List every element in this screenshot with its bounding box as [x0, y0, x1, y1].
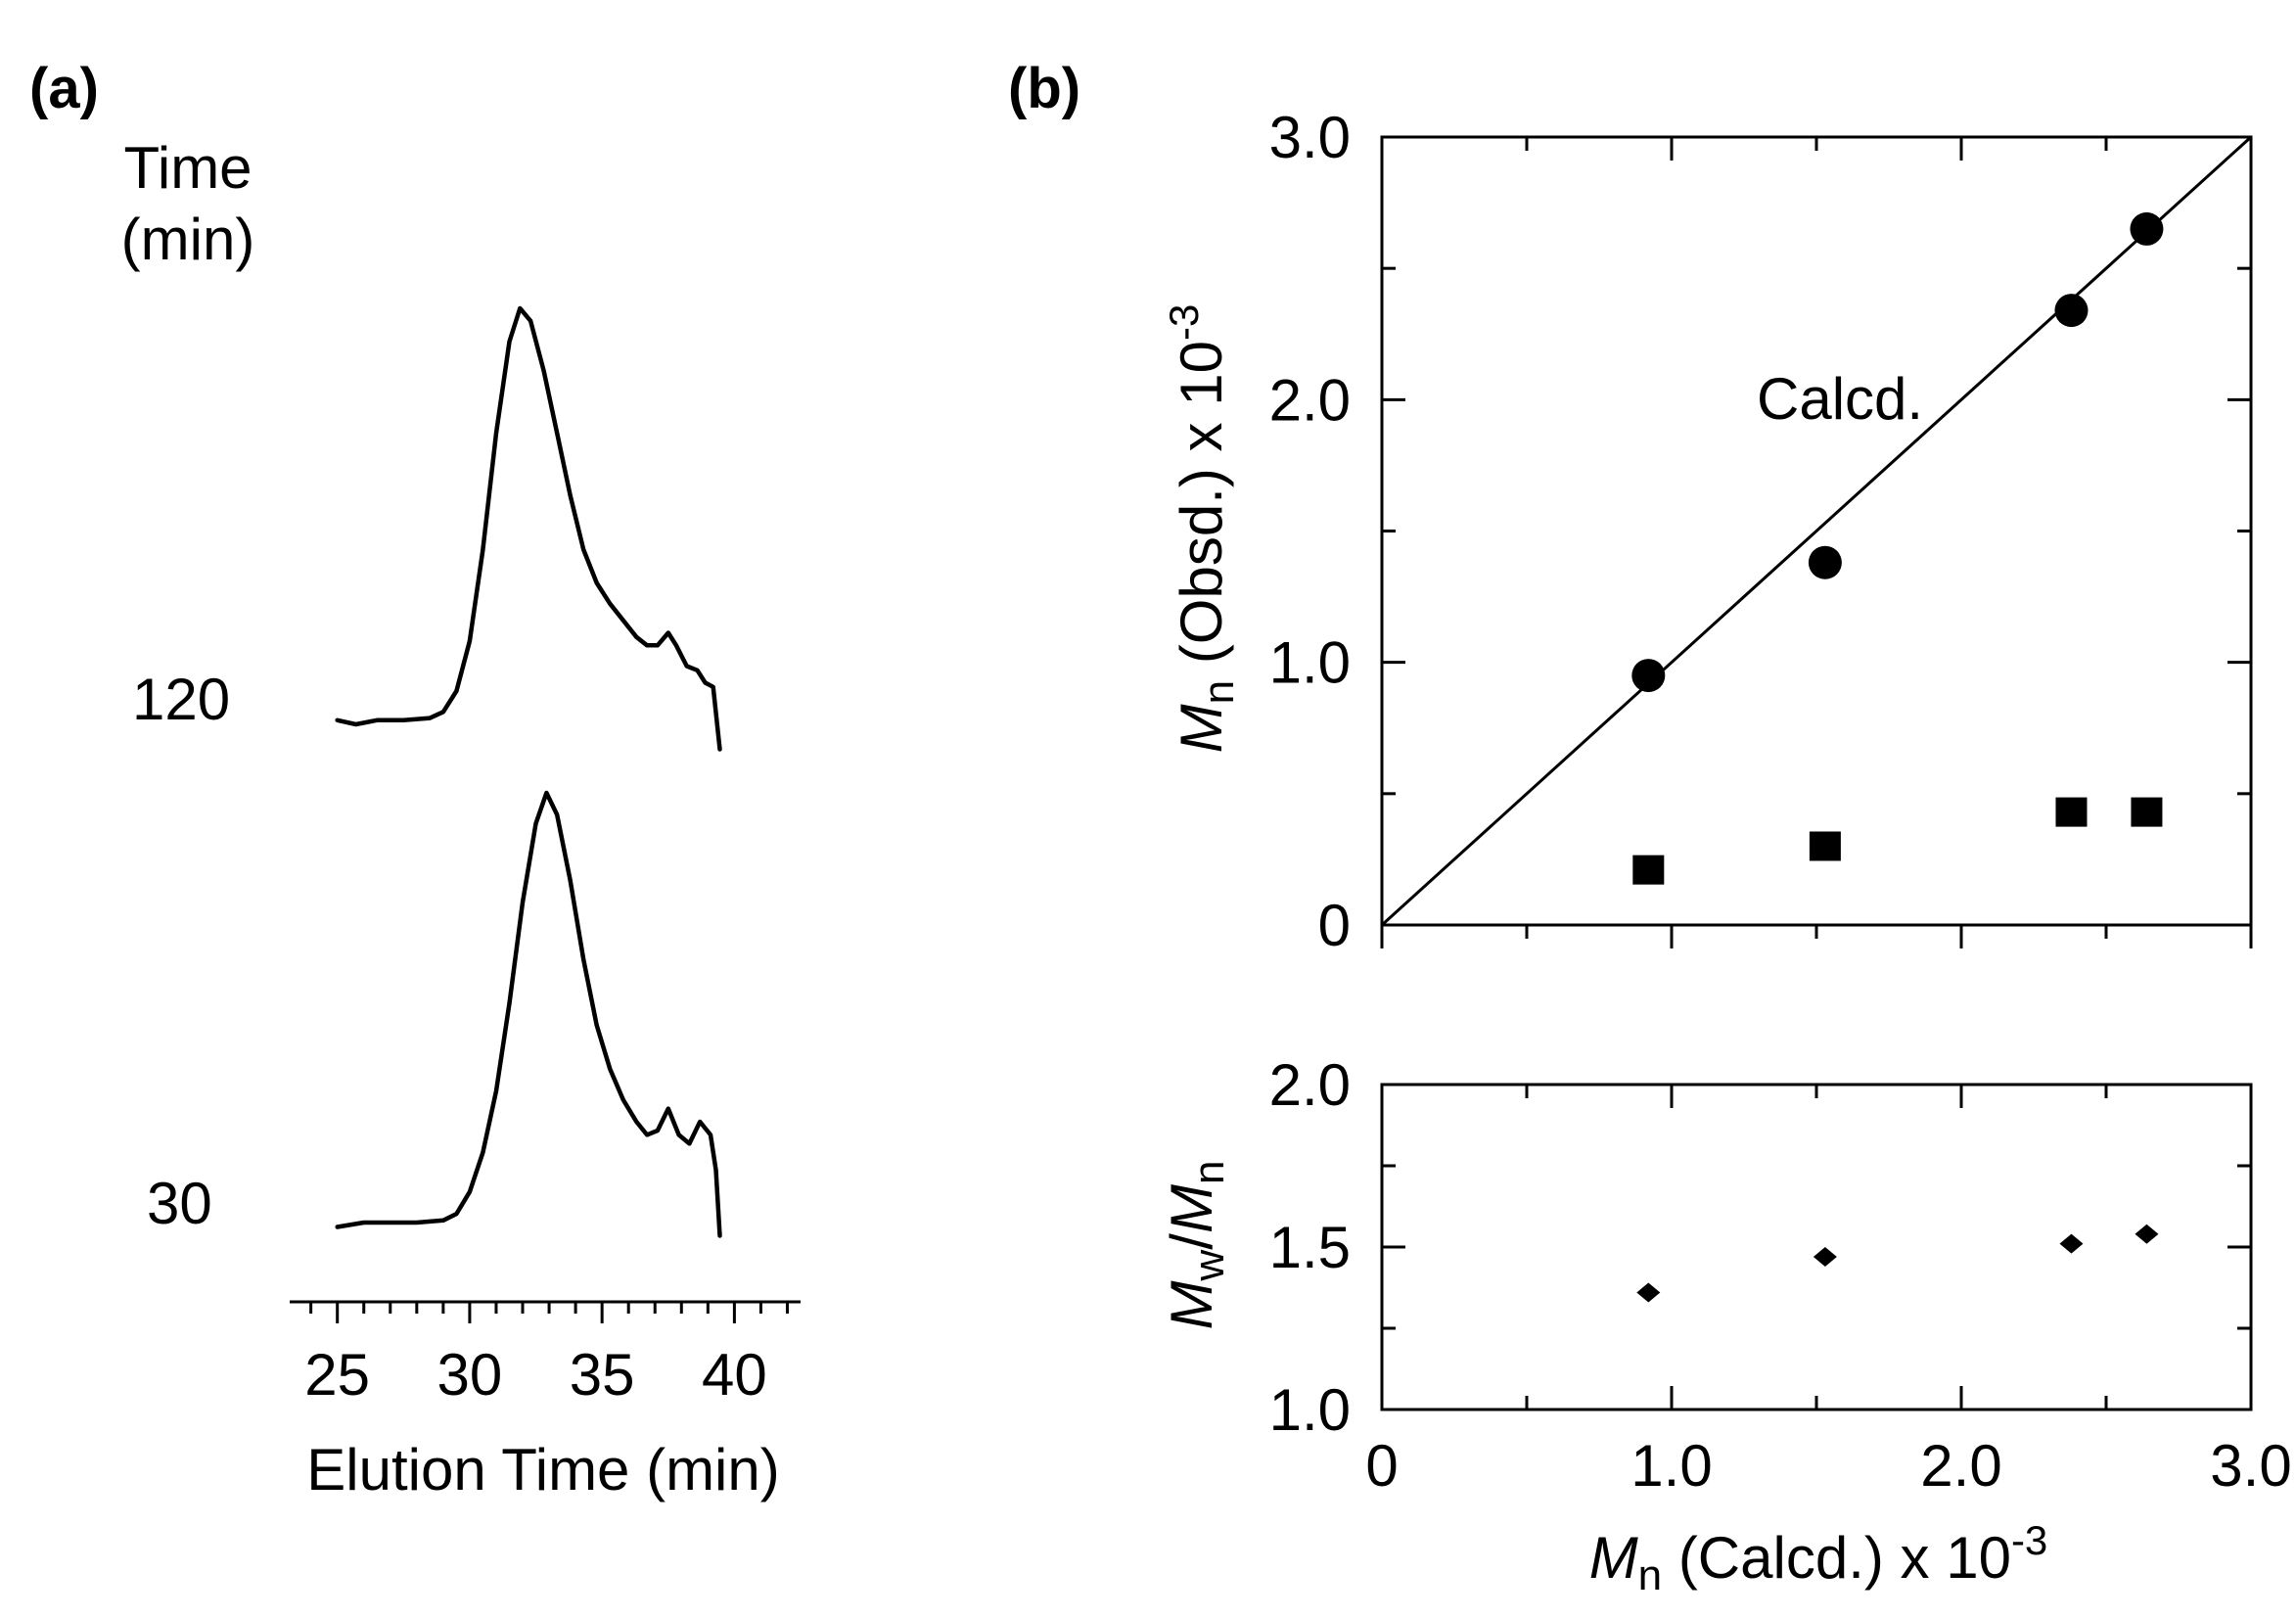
- sec-tick-label-25: 25: [304, 1342, 370, 1408]
- pdi-diamond-point: [1813, 1246, 1837, 1267]
- pdi-ticks: [1380, 1083, 2253, 1411]
- mn-circle-point: [2054, 294, 2089, 328]
- mn-square-point: [2131, 797, 2163, 827]
- pdi-x-tick-label-3: 3.0: [2210, 1433, 2291, 1499]
- pdi-chart: 1.0 1.5 2.0 0 1.0 2.0 3.0 Mw/Mn Mn (Calc…: [1159, 1052, 2292, 1599]
- pdi-y-axis-title-m1: M: [1159, 1280, 1224, 1329]
- mn-y-axis-title-m: M: [1169, 704, 1234, 753]
- mn-y-axis-title-sup: -3: [1161, 304, 1207, 341]
- mn-y-tick-label-3: 3.0: [1269, 105, 1351, 170]
- mn-y-tick-label-2: 2.0: [1269, 367, 1351, 433]
- mn-y-tick-label-0: 0: [1318, 893, 1351, 958]
- pdi-x-axis-title-rest: (Calcd.) x 10: [1662, 1525, 2011, 1591]
- sec-trace-30: [335, 790, 722, 1238]
- pdi-y-axis-title-sub2: n: [1185, 1161, 1233, 1184]
- sec-x-ticks: [309, 1302, 789, 1323]
- sec-tick-label-30: 30: [437, 1342, 503, 1408]
- pdi-diamond-point: [2059, 1233, 2084, 1254]
- pdi-y-axis-title-m2: M: [1159, 1184, 1224, 1233]
- pdi-y-tick-label-1: 1.5: [1269, 1215, 1351, 1280]
- pdi-y-axis-title-slash: /: [1159, 1233, 1224, 1250]
- mn-y-tick-label-1: 1.0: [1269, 630, 1351, 696]
- pdi-diamond-series: [1636, 1224, 2159, 1303]
- pdi-y-tick-label-2: 2.0: [1269, 1052, 1351, 1118]
- trace-label-30: 30: [147, 1171, 212, 1236]
- mn-square-point: [1632, 855, 1665, 885]
- sec-tick-label-35: 35: [570, 1342, 635, 1408]
- pdi-x-tick-label-1: 1.0: [1630, 1433, 1712, 1499]
- sec-x-axis-title: Elution Time (min): [306, 1437, 779, 1502]
- time-header-line2: (min): [121, 207, 255, 272]
- pdi-x-tick-label-2: 2.0: [1920, 1433, 2001, 1499]
- mn-circle-point: [2130, 211, 2164, 246]
- mn-ideal-line-label: Calcd.: [1757, 366, 1923, 432]
- mn-y-axis-title-rest: (Obsd.) x 10: [1169, 341, 1234, 680]
- pdi-diamond-point: [2135, 1224, 2159, 1244]
- mn-circle-point: [1808, 545, 1842, 579]
- panel-a-label: (a): [29, 57, 99, 120]
- mn-square-point: [1809, 831, 1841, 861]
- pdi-y-tick-label-0: 1.0: [1269, 1377, 1351, 1443]
- pdi-x-axis-title-m: M: [1589, 1525, 1638, 1591]
- sec-trace-120: [335, 305, 722, 752]
- mn-square-series: [1632, 797, 2163, 885]
- pdi-x-axis-title-sup: -3: [2011, 1517, 2047, 1563]
- time-header-line1: Time: [123, 135, 252, 201]
- mn-square-point: [2055, 797, 2088, 827]
- sec-chart: Time (min) 120 30 25 30 35 40 Elution Ti…: [121, 135, 801, 1502]
- pdi-x-tick-label-0: 0: [1365, 1433, 1398, 1499]
- mn-y-axis-title: Mn (Obsd.) x 10-3: [1161, 304, 1243, 754]
- mn-chart: 0 1.0 2.0 3.0 Calcd. Mn (Obsd.) x 10-3: [1161, 105, 2253, 958]
- pdi-y-axis-title: Mw/Mn: [1159, 1161, 1233, 1330]
- pdi-x-axis-title-sub: n: [1638, 1551, 1662, 1599]
- trace-label-120: 120: [132, 667, 230, 732]
- pdi-y-axis-title-sub1: w: [1185, 1249, 1233, 1281]
- pdi-x-axis-title: Mn (Calcd.) x 10-3: [1589, 1517, 2048, 1599]
- mn-circle-point: [1631, 659, 1666, 693]
- mn-ticks: [1380, 135, 2253, 948]
- pdi-diamond-point: [1636, 1282, 1661, 1303]
- sec-tick-label-40: 40: [702, 1342, 767, 1408]
- mn-y-axis-title-sub: n: [1195, 680, 1243, 704]
- mn-circle-series: [1631, 211, 2164, 693]
- pdi-plot-frame: [1380, 1083, 2253, 1411]
- mn-ideal-line: [1380, 135, 2253, 927]
- panel-b-label: (b): [1008, 57, 1080, 120]
